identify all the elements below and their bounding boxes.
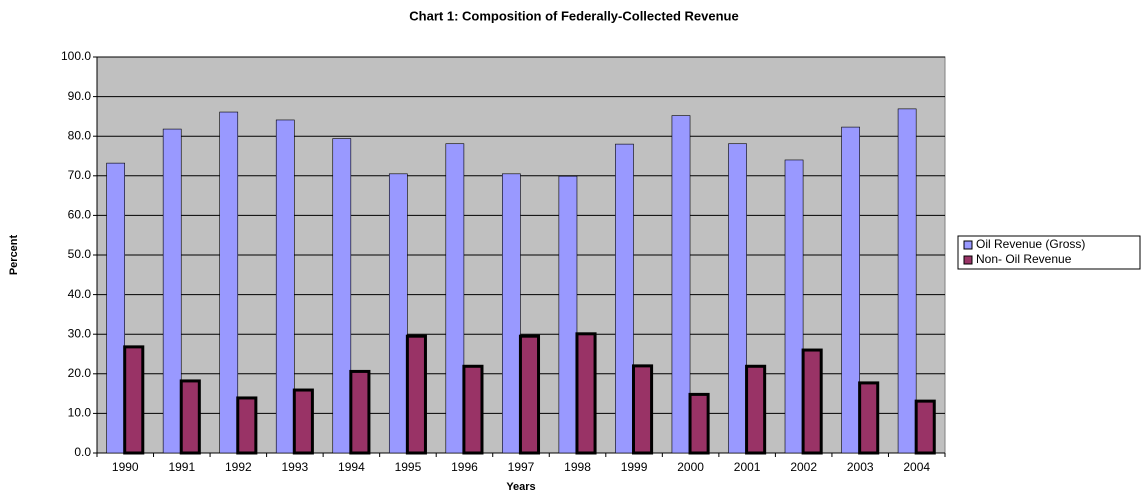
bar xyxy=(162,128,182,454)
y-tick-label: 10.0 xyxy=(68,406,92,420)
bar xyxy=(841,126,860,454)
y-tick-label: 20.0 xyxy=(68,366,92,380)
x-tick-label: 2000 xyxy=(677,460,704,474)
bar xyxy=(123,345,145,455)
bar xyxy=(445,143,465,454)
bar xyxy=(292,388,314,455)
bar xyxy=(728,143,747,454)
bar xyxy=(106,162,126,454)
bar xyxy=(688,392,710,455)
legend-label: Oil Revenue (Gross) xyxy=(976,237,1085,251)
bar xyxy=(518,334,541,455)
x-tick-label: 1999 xyxy=(621,460,648,474)
bar xyxy=(462,364,484,455)
x-tick-label: 2004 xyxy=(903,460,930,474)
y-tick-label: 100.0 xyxy=(61,49,91,63)
y-tick-label: 80.0 xyxy=(68,128,92,142)
x-tick-label: 1998 xyxy=(564,460,591,474)
bar xyxy=(615,143,634,454)
y-tick-label: 70.0 xyxy=(68,168,92,182)
bar xyxy=(745,364,767,455)
y-tick-label: 50.0 xyxy=(68,247,92,261)
bar xyxy=(219,111,239,454)
bar xyxy=(275,119,295,454)
y-tick-label: 40.0 xyxy=(68,287,92,301)
x-axis-title: Years xyxy=(506,481,535,493)
bar xyxy=(502,173,521,454)
bar xyxy=(914,399,936,455)
x-tick-label: 1994 xyxy=(338,460,365,474)
bar xyxy=(858,381,880,455)
x-tick-label: 1990 xyxy=(112,460,139,474)
y-axis-title: Percent xyxy=(8,234,20,275)
bar xyxy=(897,108,917,454)
x-tick-label: 2001 xyxy=(734,460,761,474)
legend-swatch xyxy=(963,255,973,265)
bar xyxy=(179,379,201,455)
y-tick-label: 90.0 xyxy=(68,89,92,103)
bar xyxy=(558,175,578,454)
bar xyxy=(236,396,258,455)
bar xyxy=(784,159,804,454)
chart-title: Chart 1: Composition of Federally-Collec… xyxy=(409,8,738,23)
legend-box xyxy=(957,235,1141,270)
y-tick-label: 60.0 xyxy=(68,208,92,222)
bar xyxy=(349,369,371,455)
bar xyxy=(388,173,408,454)
x-tick-label: 1995 xyxy=(395,460,422,474)
bar xyxy=(405,334,427,455)
y-tick-label: 0.0 xyxy=(74,445,91,459)
x-tick-label: 2002 xyxy=(790,460,817,474)
bar xyxy=(575,332,597,455)
x-tick-label: 1993 xyxy=(282,460,309,474)
legend-label: Non- Oil Revenue xyxy=(976,252,1072,266)
y-tick-label: 30.0 xyxy=(68,326,92,340)
x-tick-label: 1991 xyxy=(168,460,195,474)
x-tick-label: 1997 xyxy=(508,460,535,474)
bar xyxy=(632,364,654,455)
x-tick-label: 1992 xyxy=(225,460,252,474)
x-tick-label: 1996 xyxy=(451,460,478,474)
bar xyxy=(671,115,691,454)
bar xyxy=(332,138,352,454)
legend-swatch xyxy=(963,240,973,250)
bar xyxy=(801,348,823,455)
x-tick-label: 2003 xyxy=(847,460,874,474)
